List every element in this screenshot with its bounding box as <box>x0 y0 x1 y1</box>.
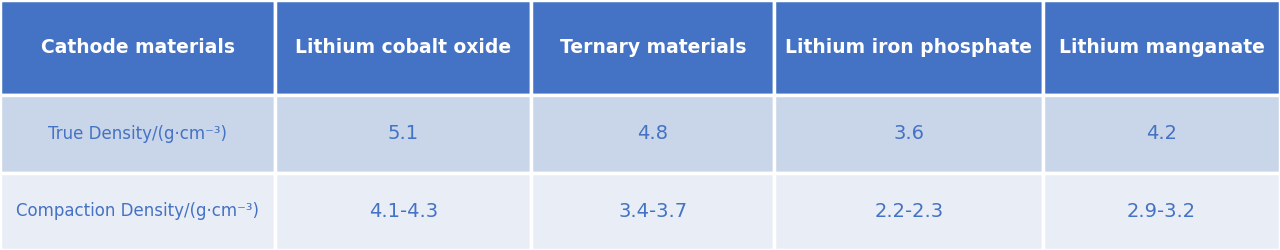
Bar <box>275 95 531 172</box>
Text: Cathode materials: Cathode materials <box>41 38 234 57</box>
Text: Lithium cobalt oxide: Lithium cobalt oxide <box>296 38 511 57</box>
Bar <box>531 172 774 250</box>
Bar <box>531 0 774 95</box>
Text: 3.6: 3.6 <box>893 124 924 143</box>
Bar <box>0 172 275 250</box>
Bar <box>275 172 531 250</box>
Bar <box>774 0 1043 95</box>
Text: True Density/(g·cm⁻³): True Density/(g·cm⁻³) <box>49 125 227 143</box>
Text: 2.9-3.2: 2.9-3.2 <box>1126 202 1197 221</box>
Bar <box>275 0 531 95</box>
Text: 4.2: 4.2 <box>1146 124 1178 143</box>
Bar <box>1043 95 1280 172</box>
Text: Lithium iron phosphate: Lithium iron phosphate <box>786 38 1032 57</box>
Bar <box>1043 0 1280 95</box>
Bar <box>0 95 275 172</box>
Text: 5.1: 5.1 <box>388 124 419 143</box>
Bar <box>774 172 1043 250</box>
Text: Compaction Density/(g·cm⁻³): Compaction Density/(g·cm⁻³) <box>17 202 259 220</box>
Bar <box>531 95 774 172</box>
Text: 2.2-2.3: 2.2-2.3 <box>874 202 943 221</box>
Text: 3.4-3.7: 3.4-3.7 <box>618 202 687 221</box>
Text: Lithium manganate: Lithium manganate <box>1059 38 1265 57</box>
Bar <box>1043 172 1280 250</box>
Text: 4.8: 4.8 <box>637 124 668 143</box>
Text: Ternary materials: Ternary materials <box>559 38 746 57</box>
Text: 4.1-4.3: 4.1-4.3 <box>369 202 438 221</box>
Bar <box>0 0 275 95</box>
Bar <box>774 95 1043 172</box>
